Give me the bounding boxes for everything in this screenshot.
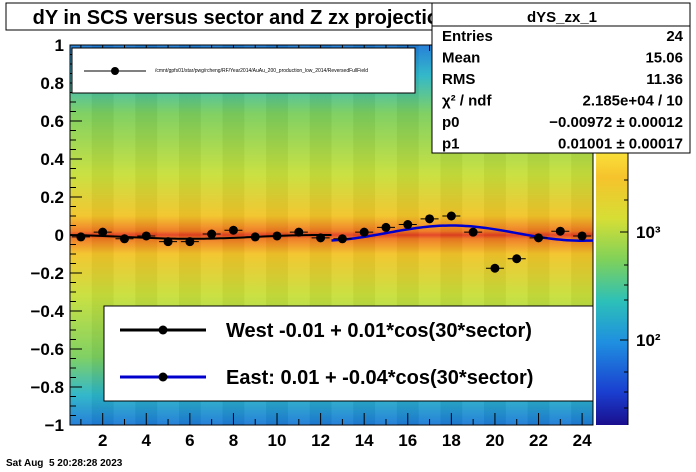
color-bar (596, 150, 628, 425)
x-tick-label: 4 (142, 431, 152, 450)
stats-label: p0 (442, 114, 460, 131)
stats-title: dYS_zx_1 (527, 9, 597, 26)
x-tick-label: 18 (442, 431, 461, 450)
y-tick-label: 0.2 (40, 188, 64, 207)
data-points (71, 211, 592, 273)
data-point-west (98, 227, 108, 237)
stats-value: 2.185e+04 / 10 (582, 93, 683, 110)
timestamp: Sat Aug 5 20:28:28 2023 (6, 458, 123, 469)
data-point-west (316, 233, 326, 243)
x-tick-label: 12 (311, 431, 330, 450)
data-point-west (76, 232, 86, 242)
legend-west-marker (158, 325, 168, 335)
data-point-east (337, 234, 347, 244)
data-point-west (294, 227, 304, 237)
data-point-west (250, 232, 260, 242)
x-tick-label: 22 (529, 431, 548, 450)
stats-box (431, 2, 691, 154)
colorbar-label-100: 10² (636, 331, 661, 350)
stats-label: RMS (442, 71, 475, 88)
fit-line-west (69, 234, 332, 240)
stats-value: 0.01001 ± 0.00017 (558, 136, 683, 153)
top-legend-marker (111, 67, 119, 75)
stats-label: p1 (442, 136, 460, 153)
x-tick-label: 8 (229, 431, 238, 450)
y-tick-label: 0.8 (40, 74, 64, 93)
x-tick-label: 10 (268, 431, 287, 450)
y-tick-label: 1 (55, 36, 64, 55)
data-point-west (272, 231, 282, 241)
chart-title: dY in SCS versus sector and Z zx project… (33, 7, 452, 29)
data-point-west (185, 237, 195, 247)
colorbar-label-1000: 10³ (636, 223, 661, 242)
y-axis: −1 −0.8 −0.6 −0.4 −0.2 0 0.2 0.4 0.6 0.8 1 (30, 36, 82, 435)
stats-value: −0.00972 ± 0.00012 (549, 114, 683, 131)
data-point-east (577, 231, 587, 241)
y-tick-label: 0.4 (40, 150, 64, 169)
stats-rows: Entries 24 Mean 15.06 RMS 11.36 χ² / ndf 2.185e… (442, 28, 684, 153)
colorbar-ticks (620, 179, 628, 409)
fit-legend-box (103, 305, 594, 402)
data-point-west (141, 231, 151, 241)
x-tick-label: 6 (185, 431, 194, 450)
y-tick-label: 0 (55, 226, 64, 245)
data-point-east (403, 220, 413, 230)
legend-west-label: West -0.01 + 0.01*cos(30*sector) (226, 320, 532, 342)
x-tick-label: 24 (573, 431, 592, 450)
data-point-east (359, 227, 369, 237)
data-point-east (555, 226, 565, 236)
y-tick-label: −0.2 (30, 264, 64, 283)
x-tick-label: 20 (485, 431, 504, 450)
x-tick-label: 14 (355, 431, 374, 450)
x-tick-label: 2 (98, 431, 107, 450)
data-point-east (381, 222, 391, 232)
y-tick-label: −0.4 (30, 302, 64, 321)
y-tick-label: −0.6 (30, 340, 64, 359)
data-point-west (163, 237, 173, 247)
legend-east-label: East: 0.01 + -0.04*cos(30*sector) (226, 367, 533, 389)
fit-lines (69, 224, 594, 242)
data-point-east (446, 211, 456, 221)
stats-label: χ² / ndf (442, 93, 492, 110)
data-point-east (534, 233, 544, 243)
y-tick-label: 0.6 (40, 112, 64, 131)
data-point-east (468, 227, 478, 237)
title-box (5, 2, 479, 31)
stats-label: Mean (442, 50, 480, 67)
data-point-west (119, 234, 129, 244)
fit-line-east (331, 224, 594, 242)
data-point-west (228, 225, 238, 235)
y-tick-label: −1 (45, 416, 64, 435)
legend-east-marker (158, 372, 168, 382)
stats-value: 11.36 (646, 71, 683, 88)
y-tick-label: −0.8 (30, 378, 64, 397)
stats-value: 24 (666, 28, 683, 45)
data-point-east (490, 263, 500, 273)
data-point-east (512, 254, 522, 264)
data-point-west (207, 229, 217, 239)
stats-value: 15.06 (645, 50, 683, 67)
top-legend-entry: /cmnt/gpfs01/star/pwg/rcheng/RF/Year2014… (155, 68, 368, 74)
x-tick-label: 16 (398, 431, 417, 450)
stats-label: Entries (442, 28, 493, 45)
data-point-east (425, 214, 435, 224)
